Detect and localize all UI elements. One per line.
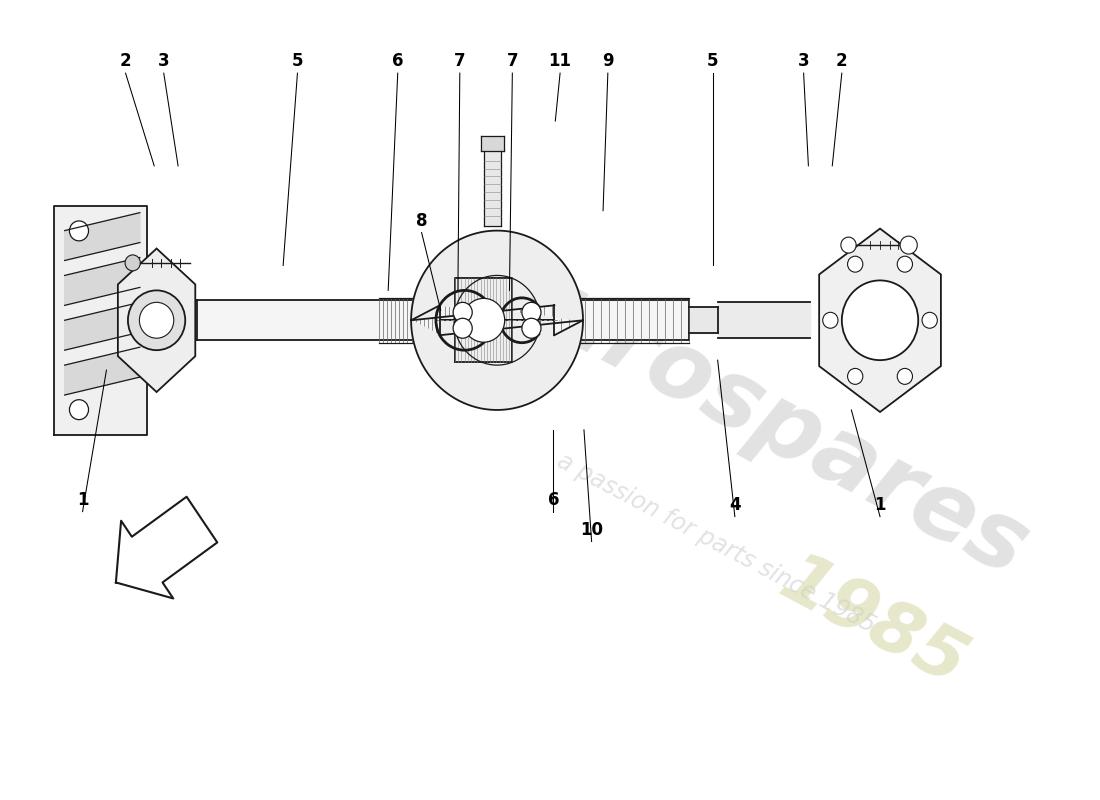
- Text: 7: 7: [454, 52, 465, 70]
- Circle shape: [898, 369, 913, 384]
- Text: a passion for parts since 1985: a passion for parts since 1985: [552, 449, 879, 638]
- Polygon shape: [65, 213, 140, 261]
- Polygon shape: [197, 300, 470, 340]
- Polygon shape: [65, 347, 140, 395]
- Polygon shape: [513, 300, 689, 340]
- Text: 8: 8: [416, 212, 428, 230]
- Circle shape: [900, 236, 917, 254]
- Circle shape: [521, 318, 541, 338]
- Polygon shape: [411, 320, 583, 410]
- Polygon shape: [484, 151, 500, 226]
- Text: 1: 1: [77, 490, 88, 509]
- Circle shape: [848, 256, 862, 272]
- Circle shape: [840, 237, 856, 253]
- Circle shape: [823, 312, 838, 328]
- Circle shape: [521, 302, 541, 322]
- Text: 3: 3: [798, 52, 810, 70]
- Polygon shape: [455, 278, 513, 362]
- Text: 7: 7: [506, 52, 518, 70]
- Circle shape: [69, 221, 88, 241]
- Text: 6: 6: [392, 52, 404, 70]
- Circle shape: [898, 256, 913, 272]
- Circle shape: [453, 302, 472, 322]
- Polygon shape: [820, 229, 940, 412]
- Text: 5: 5: [707, 52, 718, 70]
- Polygon shape: [65, 258, 140, 306]
- Text: 4: 4: [729, 496, 740, 514]
- Polygon shape: [481, 136, 504, 151]
- Polygon shape: [54, 206, 147, 435]
- Circle shape: [125, 255, 141, 271]
- Polygon shape: [116, 497, 218, 598]
- Polygon shape: [118, 249, 196, 392]
- Polygon shape: [411, 230, 583, 320]
- Polygon shape: [689, 307, 717, 334]
- Circle shape: [453, 318, 472, 338]
- Circle shape: [128, 290, 185, 350]
- Circle shape: [69, 400, 88, 420]
- Text: 9: 9: [602, 52, 614, 70]
- Polygon shape: [717, 302, 810, 338]
- Text: 10: 10: [580, 521, 603, 538]
- Circle shape: [140, 302, 174, 338]
- Circle shape: [842, 281, 918, 360]
- Text: 1985: 1985: [769, 546, 978, 701]
- Text: 2: 2: [120, 52, 131, 70]
- Text: 2: 2: [836, 52, 848, 70]
- Text: 5: 5: [292, 52, 304, 70]
- Text: 6: 6: [548, 490, 559, 509]
- Polygon shape: [65, 302, 140, 350]
- Text: eurospares: eurospares: [472, 235, 1043, 597]
- Text: 1: 1: [874, 496, 886, 514]
- Text: 11: 11: [549, 52, 572, 70]
- Circle shape: [463, 298, 505, 342]
- Circle shape: [922, 312, 937, 328]
- Text: 3: 3: [158, 52, 169, 70]
- Circle shape: [848, 369, 862, 384]
